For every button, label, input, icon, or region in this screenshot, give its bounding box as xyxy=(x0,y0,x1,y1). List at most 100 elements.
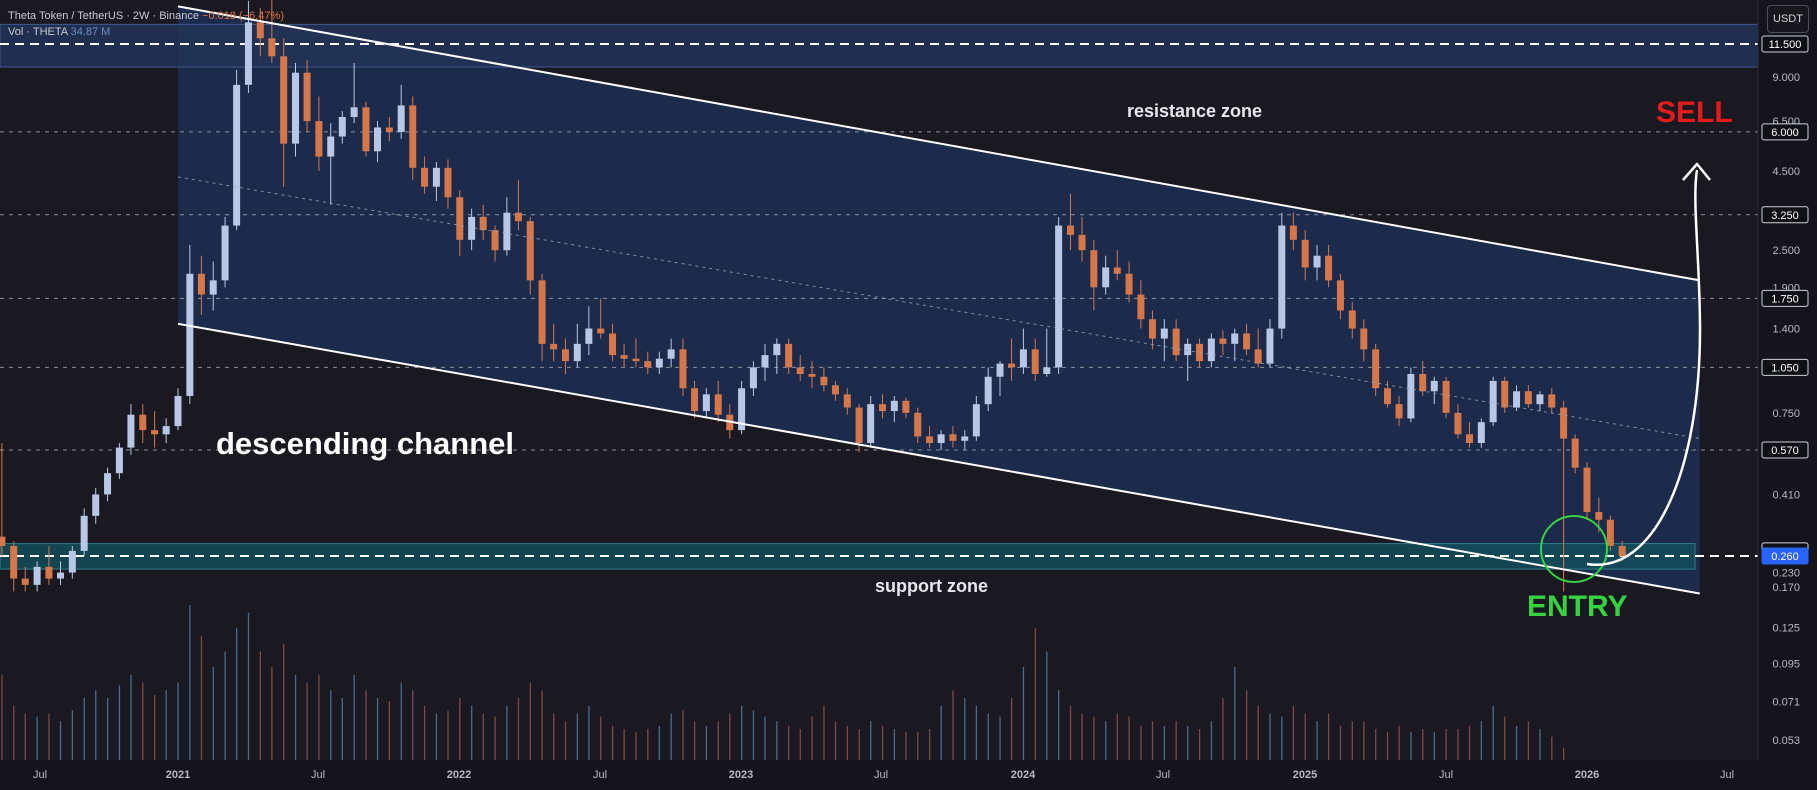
candles xyxy=(0,0,1626,592)
arrow-head xyxy=(1682,162,1711,181)
volume-bar xyxy=(682,710,684,760)
candle-body xyxy=(456,197,464,240)
volume-bar xyxy=(247,612,250,760)
x-tick-label: Jul xyxy=(311,769,325,781)
candle-body xyxy=(1536,394,1544,405)
candle-body xyxy=(1325,255,1333,281)
volume-bar xyxy=(1327,713,1330,760)
candle-body xyxy=(761,355,769,368)
candle-body xyxy=(1383,388,1391,405)
candle-body xyxy=(996,363,1004,377)
candle-body xyxy=(550,343,558,350)
volume-bar xyxy=(459,698,461,760)
candle-body xyxy=(1501,380,1509,408)
candle-body xyxy=(1090,250,1098,288)
volume-bar xyxy=(1445,729,1447,760)
candle-body xyxy=(162,426,170,435)
candle-body xyxy=(92,494,100,516)
volume-bar xyxy=(1175,721,1177,760)
candle-body xyxy=(303,72,311,122)
volume-bar xyxy=(1105,721,1107,760)
candle-body xyxy=(914,412,922,437)
candle-body xyxy=(468,216,476,240)
volume-bar xyxy=(600,716,602,760)
volume-bar xyxy=(764,716,766,760)
volume-bar xyxy=(1304,713,1306,760)
volume-bar xyxy=(482,713,484,760)
candle-body xyxy=(890,400,898,412)
y-tick-label: 0.095 xyxy=(1772,658,1800,670)
candle-body xyxy=(327,136,335,157)
resistance-zone xyxy=(0,23,1759,68)
candle-body xyxy=(1207,338,1215,362)
candle-body xyxy=(514,212,522,222)
volume-bar xyxy=(1022,667,1025,760)
candle-body xyxy=(691,388,699,412)
volume-bar xyxy=(940,705,942,760)
candle-body xyxy=(292,72,300,144)
volume-bar xyxy=(870,721,872,760)
x-tick-label: Jul xyxy=(593,769,607,781)
volume-bar xyxy=(353,674,355,760)
volume-indicator-label[interactable]: Vol · THETA xyxy=(8,26,68,38)
volume-bar xyxy=(917,732,919,760)
candle-body xyxy=(45,566,53,579)
candle-body xyxy=(444,167,452,198)
symbol-info[interactable]: Theta Token / TetherUS · 2W · Binance xyxy=(8,10,199,22)
chart-header: Theta Token / TetherUS · 2W · Binance −0… xyxy=(8,8,284,40)
y-tick-label: 0.170 xyxy=(1772,582,1800,594)
candle-body xyxy=(1137,294,1145,320)
currency-button[interactable]: USDT xyxy=(1767,5,1809,33)
volume-bar xyxy=(388,701,391,760)
candle-body xyxy=(1583,467,1591,513)
volume-bar xyxy=(447,710,449,760)
drawings xyxy=(1540,162,1711,583)
trendlines xyxy=(177,5,1700,595)
volume-bar xyxy=(376,698,379,760)
volume-bar xyxy=(412,690,414,760)
volume-bar xyxy=(154,694,156,760)
volume-bar xyxy=(811,716,813,760)
volume-bar xyxy=(506,705,508,760)
volume-bar xyxy=(59,721,62,760)
y-tick-label: 4.500 xyxy=(1772,166,1800,178)
candle-body xyxy=(1254,349,1262,364)
candle-body xyxy=(585,328,593,344)
candle-body xyxy=(1102,267,1110,288)
y-tick-label: 0.125 xyxy=(1772,622,1800,634)
price-label-box xyxy=(1761,358,1809,376)
volume-bar xyxy=(1480,721,1483,760)
volume-bar xyxy=(1010,698,1013,760)
candle-body xyxy=(1113,267,1121,274)
volume-value: 34.87 M xyxy=(70,26,111,38)
candle-body xyxy=(773,343,781,356)
volume-bar xyxy=(189,605,191,760)
candle-body xyxy=(620,355,628,359)
x-tick-label: 2021 xyxy=(166,769,190,781)
candle-body xyxy=(738,388,746,431)
y-tick-label: 0.750 xyxy=(1772,408,1800,420)
volume-bar xyxy=(1198,729,1201,760)
volume-bar xyxy=(200,636,203,760)
volume-bar xyxy=(905,732,907,760)
volume-bar xyxy=(658,725,661,760)
volume-row: Vol · THETA 34.87 M xyxy=(8,24,284,40)
candle-body xyxy=(1513,391,1521,408)
candle-body xyxy=(1148,319,1156,339)
volume-bar xyxy=(987,713,989,760)
price-label: 0.570 xyxy=(1771,445,1799,457)
volume-bar xyxy=(1140,725,1142,760)
candle-body xyxy=(1055,225,1063,368)
candle-body xyxy=(984,376,992,405)
volume-bar xyxy=(1222,698,1224,760)
volume-bar xyxy=(964,698,966,760)
candle-body xyxy=(503,212,511,251)
projection-arrow xyxy=(1586,169,1702,567)
candle-body xyxy=(397,105,405,132)
candle-body xyxy=(1419,374,1427,392)
volume-bar xyxy=(729,713,731,760)
volume-bar xyxy=(259,651,261,760)
volume-bar xyxy=(1316,721,1318,760)
